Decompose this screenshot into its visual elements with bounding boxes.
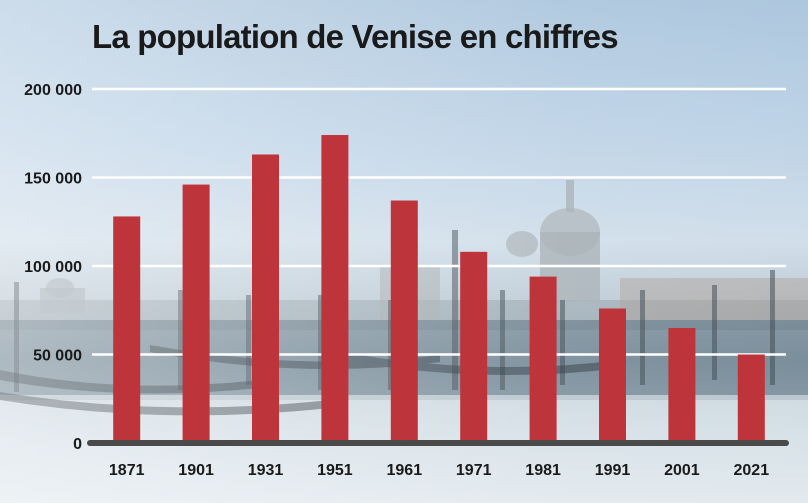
x-tick-label: 1961 [387, 462, 423, 479]
y-tick-label: 0 [73, 436, 82, 453]
bar-1951 [321, 135, 349, 443]
x-tick-label: 1991 [595, 462, 631, 479]
bar-1991 [599, 308, 626, 443]
y-tick-label: 200 000 [24, 82, 82, 99]
bar-1971 [460, 251, 488, 443]
x-tick-label: 1901 [178, 462, 214, 479]
x-tick-label: 1951 [317, 462, 353, 479]
bars [113, 135, 765, 444]
x-tick-label: 1971 [456, 462, 492, 479]
x-tick-label: 1931 [248, 462, 284, 479]
chart-title: La population de Venise en chiffres [92, 18, 619, 55]
y-tick-label: 100 000 [24, 259, 82, 276]
x-tick-label: 2021 [734, 462, 770, 479]
bar-1961 [390, 200, 418, 443]
x-tick-label: 2001 [664, 462, 700, 479]
bar-1981 [529, 276, 557, 443]
bar-1871 [113, 216, 141, 443]
x-tick-label: 1981 [525, 462, 561, 479]
x-axis-ticks: 1871 1901 1931 1951 1961 1971 1981 1991 2001 2021 [109, 462, 769, 479]
bar-2021 [737, 354, 765, 443]
bar-1901 [182, 184, 210, 443]
y-tick-label: 150 000 [24, 171, 82, 188]
bar-2001 [668, 327, 696, 443]
y-tick-label: 50 000 [33, 348, 82, 365]
x-tick-label: 1871 [109, 462, 145, 479]
bar-1931 [252, 154, 279, 444]
y-axis-ticks: 0 50 000 100 000 150 000 200 000 [24, 82, 82, 453]
